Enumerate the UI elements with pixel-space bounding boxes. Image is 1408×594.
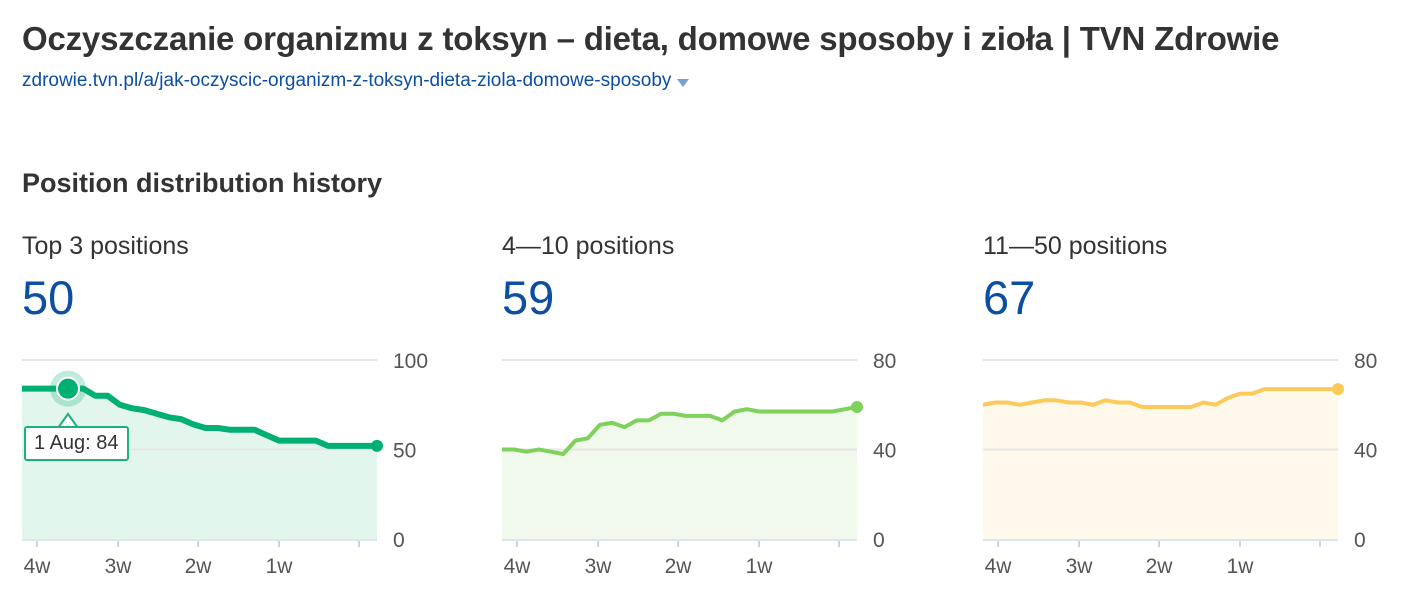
chart-11-50[interactable]: 4w 3w 2w 1w 80 40 0 bbox=[983, 230, 1408, 594]
panel-value: 67 bbox=[983, 271, 1036, 324]
y-tick-label: 100 bbox=[393, 350, 428, 373]
area-fill bbox=[502, 407, 857, 539]
area-fill bbox=[983, 389, 1338, 539]
area-fill bbox=[22, 388, 377, 539]
x-tick-label: 2w bbox=[185, 555, 213, 578]
panel-value: 50 bbox=[22, 271, 75, 324]
x-tick-label: 1w bbox=[266, 555, 294, 578]
last-point-marker bbox=[851, 400, 863, 413]
page-url-link[interactable]: zdrowie.tvn.pl/a/jak-oczyscic-organizm-z… bbox=[22, 70, 690, 92]
y-tick-label: 80 bbox=[873, 350, 896, 373]
chart-tooltip: 1 Aug: 84 bbox=[24, 426, 129, 461]
series-line bbox=[502, 405, 859, 456]
y-tick-label: 50 bbox=[393, 440, 416, 463]
series-line bbox=[983, 387, 1340, 409]
chart-4-10[interactable]: 4w 3w 2w 1w 80 40 0 bbox=[502, 230, 942, 594]
y-tick-label: 80 bbox=[1354, 350, 1377, 373]
hover-point-marker[interactable] bbox=[56, 376, 80, 401]
panel-label: Top 3 positions bbox=[22, 232, 189, 260]
x-tick-label: 2w bbox=[665, 555, 693, 578]
last-point-marker bbox=[371, 439, 383, 452]
panel-top3: Top 3 positions 50 4w 3w 2w 1w 100 50 0 1 Aug:… bbox=[22, 230, 462, 594]
chart-top3[interactable]: 4w 3w 2w 1w 100 50 0 bbox=[22, 230, 462, 594]
x-tick-label: 3w bbox=[585, 555, 613, 578]
y-tick-label: 40 bbox=[873, 440, 896, 463]
x-tick-label: 3w bbox=[105, 555, 133, 578]
panel-11-50: 11—50 positions 67 4w 3w 2w 1w 80 40 0 bbox=[983, 230, 1408, 594]
y-tick-label: 0 bbox=[873, 529, 885, 552]
page-title: Oczyszczanie organizmu z toksyn – dieta,… bbox=[22, 20, 1280, 57]
series-line bbox=[22, 385, 380, 449]
panel-value: 59 bbox=[502, 271, 555, 324]
y-tick-label: 0 bbox=[393, 529, 405, 552]
x-tick-label: 1w bbox=[746, 555, 774, 578]
y-tick-label: 40 bbox=[1354, 440, 1377, 463]
page-url[interactable]: zdrowie.tvn.pl/a/jak-oczyscic-organizm-z… bbox=[22, 70, 672, 91]
section-title: Position distribution history bbox=[22, 168, 382, 198]
x-tick-label: 4w bbox=[504, 555, 532, 578]
panel-label: 4—10 positions bbox=[502, 232, 675, 260]
y-tick-label: 0 bbox=[1354, 529, 1366, 552]
x-tick-label: 3w bbox=[1066, 555, 1094, 578]
x-tick-label: 1w bbox=[1227, 555, 1255, 578]
x-tick-label: 4w bbox=[985, 555, 1013, 578]
tooltip-pointer bbox=[57, 412, 79, 429]
last-point-marker bbox=[1332, 383, 1344, 396]
panel-label: 11—50 positions bbox=[983, 232, 1168, 260]
x-tick-label: 2w bbox=[1146, 555, 1174, 578]
panel-4-10: 4—10 positions 59 4w 3w 2w 1w 80 40 0 bbox=[502, 230, 942, 594]
caret-down-icon[interactable] bbox=[677, 78, 690, 87]
x-tick-label: 4w bbox=[24, 555, 52, 578]
